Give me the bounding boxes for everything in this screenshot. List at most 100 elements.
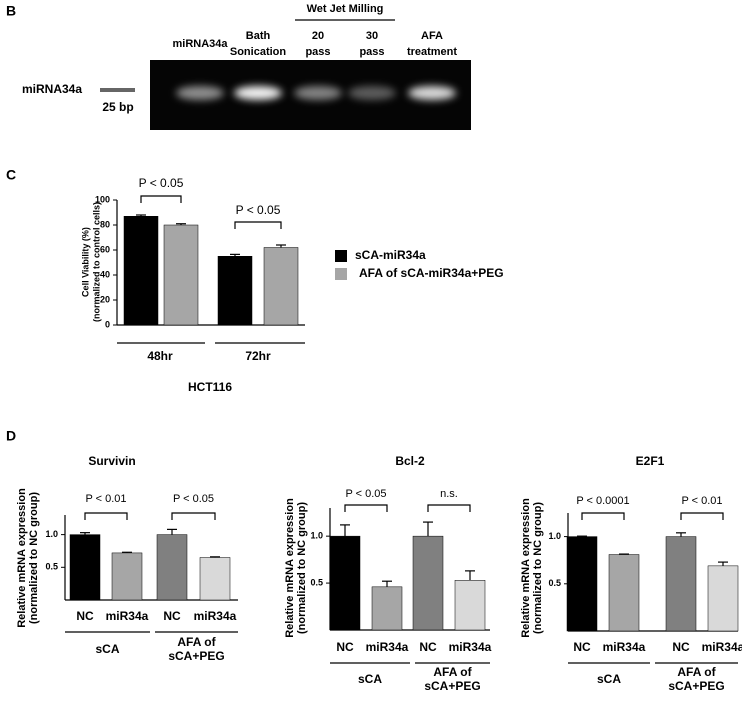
error-bar — [230, 253, 240, 257]
bar — [111, 552, 143, 601]
y-tick-label: 20 — [100, 294, 110, 304]
x-tick-label: miR34a — [366, 640, 409, 654]
error-bar — [122, 551, 132, 553]
significance-label: P < 0.05 — [173, 493, 214, 505]
error-bar — [340, 524, 350, 537]
y-tick-label: 0 — [105, 319, 110, 329]
bar — [371, 586, 403, 631]
y-tick-label: 1.0 — [310, 531, 323, 541]
y-axis-label: Cell Viability (%) — [80, 227, 90, 297]
bar — [123, 216, 159, 326]
significance-bracket — [344, 504, 388, 512]
y-tick-label: 0.5 — [548, 578, 561, 588]
group-label: sCA — [358, 672, 382, 686]
error-bar — [176, 223, 186, 225]
x-axis-label: HCT116 — [188, 380, 232, 394]
y-tick-label: 80 — [100, 219, 110, 229]
significance-bracket — [581, 512, 625, 520]
x-tick-label: NC — [672, 640, 690, 654]
marker-size: 25 bp — [102, 100, 133, 114]
chart-title: Bcl-2 — [395, 454, 425, 468]
error-bar — [465, 570, 475, 581]
gel-band — [176, 86, 224, 100]
significance-bracket — [427, 504, 471, 512]
significance-label: P < 0.05 — [236, 203, 281, 217]
significance-label: P < 0.01 — [681, 495, 722, 507]
significance-label: P < 0.05 — [345, 488, 386, 500]
group-label: sCA+PEG — [168, 649, 224, 663]
lane-label: miRNA34a — [172, 38, 228, 50]
bar — [608, 554, 640, 632]
x-tick-label: NC — [419, 640, 437, 654]
gel-band — [234, 86, 282, 100]
group-label: sCA+PEG — [668, 679, 724, 693]
significance-bracket — [84, 512, 128, 520]
lane-label: pass — [359, 46, 384, 58]
group-label: sCA — [597, 672, 621, 686]
error-bar — [136, 214, 146, 217]
x-tick-label: miR34a — [449, 640, 492, 654]
bar — [156, 534, 188, 601]
x-tick-label: miR34a — [106, 609, 149, 623]
y-axis-label: (normalized to NC group) — [532, 502, 544, 634]
error-bar — [167, 528, 177, 535]
legend-label: AFA of sCA-miR34a+PEG — [359, 266, 504, 280]
significance-label: n.s. — [440, 488, 458, 500]
bar — [566, 536, 598, 632]
lane-label: pass — [305, 46, 330, 58]
y-axis-label: Relative mRNA expression — [284, 498, 296, 638]
error-bar — [80, 532, 90, 535]
y-axis-label: Relative mRNA expression — [520, 498, 532, 638]
gel-header: Wet Jet Milling — [307, 3, 384, 15]
legend-swatch — [335, 268, 347, 280]
y-axis-label: (normalized to control cells) — [91, 202, 101, 322]
bar — [412, 535, 444, 631]
significance-bracket — [680, 512, 724, 520]
group-label: sCA+PEG — [424, 679, 480, 693]
y-axis-label: Relative mRNA expression — [16, 488, 28, 628]
panel-label: C — [6, 167, 16, 183]
x-tick-label: NC — [336, 640, 354, 654]
bar — [69, 534, 101, 601]
marker-label: miRNA34a — [22, 82, 82, 96]
lane-label: 30 — [366, 30, 378, 42]
bar — [163, 224, 199, 326]
y-tick-label: 0.5 — [310, 577, 323, 587]
significance-bracket — [171, 512, 216, 520]
gel-band — [408, 86, 456, 100]
error-bar — [276, 244, 286, 248]
y-tick-label: 1.0 — [45, 529, 58, 539]
error-bar — [210, 556, 220, 558]
x-tick-label: miR34a — [194, 609, 237, 623]
error-bar — [718, 561, 728, 566]
significance-label: P < 0.05 — [139, 176, 184, 190]
bar — [263, 247, 299, 326]
x-tick-label: NC — [76, 609, 94, 623]
bar — [217, 256, 253, 326]
y-tick-label: 0.5 — [45, 562, 58, 572]
bar — [329, 535, 361, 631]
error-bar — [382, 580, 392, 587]
group-label: sCA — [95, 642, 119, 656]
error-bar — [423, 521, 433, 537]
chart-title: Survivin — [88, 454, 135, 468]
x-tick-label: miR34a — [702, 640, 742, 654]
lane-label: AFA — [421, 30, 443, 42]
group-label: AFA of — [433, 665, 472, 679]
significance-bracket — [140, 195, 182, 203]
gel-band — [294, 86, 342, 100]
lane-label: Sonication — [230, 46, 287, 58]
significance-label: P < 0.01 — [85, 493, 126, 505]
group-label: AFA of — [177, 635, 216, 649]
panel-label: D — [6, 428, 16, 444]
y-tick-label: 100 — [95, 194, 110, 204]
group-label: AFA of — [677, 665, 716, 679]
y-tick-label: 60 — [100, 244, 110, 254]
x-tick-label: NC — [163, 609, 181, 623]
panel-label: B — [6, 3, 16, 19]
lane-label: 20 — [312, 30, 324, 42]
bar — [707, 565, 739, 632]
y-tick-label: 40 — [100, 269, 110, 279]
legend-label: sCA-miR34a — [355, 248, 426, 262]
